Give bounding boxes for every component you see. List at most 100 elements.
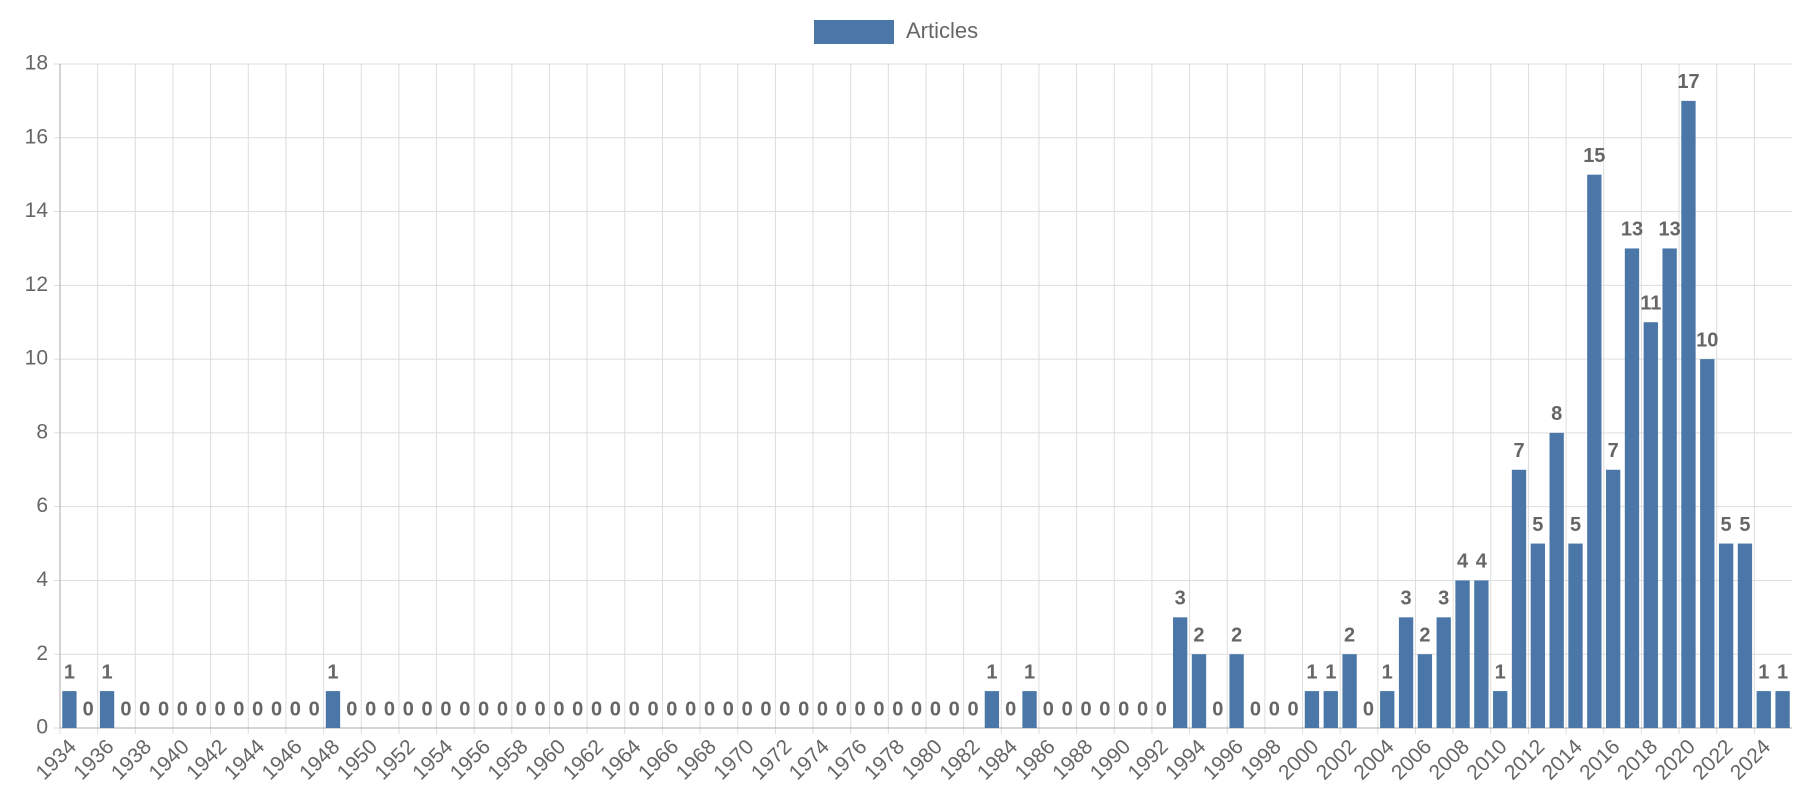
value-label: 3 (1401, 588, 1412, 610)
value-label: 0 (83, 698, 94, 720)
value-label: 15 (1583, 145, 1605, 167)
value-label: 0 (1269, 698, 1280, 720)
y-tick-label: 10 (25, 347, 48, 370)
bar (1191, 654, 1207, 728)
value-label: 4 (1476, 551, 1488, 573)
x-tick-label: 1946 (257, 735, 306, 784)
value-label: 0 (817, 698, 828, 720)
bar (1474, 580, 1489, 728)
value-label: 0 (497, 698, 508, 720)
value-label: 7 (1513, 440, 1524, 462)
bar (1700, 359, 1715, 728)
x-tick-label: 2000 (1274, 735, 1323, 784)
value-label: 0 (836, 698, 847, 720)
x-tick-label: 1938 (107, 735, 156, 784)
value-label: 1 (1306, 661, 1317, 683)
value-label: 0 (930, 698, 941, 720)
value-label: 0 (440, 698, 451, 720)
value-label: 0 (1288, 698, 1299, 720)
x-tick-label: 1982 (935, 735, 984, 784)
x-tick-label: 2006 (1387, 735, 1436, 784)
x-tick-label: 2014 (1538, 735, 1588, 785)
x-tick-label: 2004 (1349, 735, 1399, 785)
x-tick-label: 2024 (1726, 735, 1776, 785)
bar (1530, 543, 1546, 728)
x-tick-label: 1996 (1199, 735, 1248, 784)
legend-swatch (814, 20, 894, 44)
x-tick-label: 1986 (1011, 735, 1060, 784)
bar (325, 691, 341, 728)
y-tick-label: 16 (25, 125, 48, 148)
bar (1436, 617, 1451, 728)
x-tick-label: 1948 (295, 735, 344, 784)
value-label: 0 (1137, 698, 1148, 720)
x-tick-label: 1956 (446, 735, 495, 784)
value-label: 0 (459, 698, 470, 720)
bar (984, 691, 1000, 728)
value-label: 13 (1659, 219, 1681, 241)
value-label: 7 (1608, 440, 1619, 462)
value-label: 3 (1438, 588, 1449, 610)
value-label: 0 (271, 698, 282, 720)
value-label: 0 (120, 698, 131, 720)
x-tick-label: 1934 (32, 735, 82, 785)
value-label: 0 (290, 698, 301, 720)
y-tick-label: 2 (36, 642, 48, 665)
value-label: 5 (1739, 514, 1750, 536)
x-tick-label: 1992 (1123, 735, 1172, 784)
x-tick-label: 1980 (898, 735, 947, 784)
value-label: 0 (629, 698, 640, 720)
value-label: 1 (1495, 661, 1506, 683)
x-tick-label: 1984 (973, 735, 1023, 785)
value-label: 1 (986, 661, 997, 683)
value-label: 0 (365, 698, 376, 720)
value-label: 1 (327, 661, 338, 683)
value-label: 0 (535, 698, 546, 720)
x-tick-label: 1964 (596, 735, 646, 785)
y-tick-label: 6 (36, 494, 48, 517)
bar (1417, 654, 1433, 728)
x-tick-label: 1978 (860, 735, 909, 784)
x-tick-label: 1940 (145, 735, 194, 784)
legend-label: Articles (906, 18, 978, 43)
bar (1587, 174, 1602, 728)
y-tick-label: 8 (36, 420, 48, 443)
value-label: 1 (1758, 661, 1769, 683)
value-label: 0 (346, 698, 357, 720)
value-label: 0 (760, 698, 771, 720)
bar (1022, 691, 1037, 728)
x-tick-label: 1950 (333, 735, 382, 784)
value-label: 0 (591, 698, 602, 720)
value-label: 0 (1156, 698, 1167, 720)
value-label: 11 (1640, 293, 1661, 315)
value-label: 2 (1231, 625, 1242, 647)
value-label: 0 (723, 698, 734, 720)
x-tick-label: 1936 (69, 735, 118, 784)
value-label: 0 (1080, 698, 1091, 720)
bar (1756, 691, 1771, 728)
x-tick-label: 1954 (408, 735, 458, 785)
bar (1549, 432, 1564, 728)
bar (1342, 654, 1357, 728)
value-label: 0 (1099, 698, 1110, 720)
y-tick-label: 4 (36, 568, 48, 591)
bar (99, 691, 115, 728)
value-label: 0 (403, 698, 414, 720)
bar (1380, 691, 1395, 728)
bar (1172, 617, 1188, 728)
value-label: 0 (892, 698, 903, 720)
value-label: 0 (252, 698, 263, 720)
x-tick-label: 1942 (182, 735, 231, 784)
value-label: 0 (196, 698, 207, 720)
x-tick-label: 2012 (1500, 735, 1549, 784)
value-label: 2 (1419, 625, 1430, 647)
value-label: 0 (798, 698, 809, 720)
value-label: 0 (139, 698, 150, 720)
x-tick-label: 1968 (672, 735, 721, 784)
bar (1323, 691, 1338, 728)
bar (1624, 248, 1640, 728)
value-label: 0 (911, 698, 922, 720)
value-label: 0 (1363, 698, 1374, 720)
value-label: 0 (158, 698, 169, 720)
value-label: 1 (1325, 661, 1336, 683)
